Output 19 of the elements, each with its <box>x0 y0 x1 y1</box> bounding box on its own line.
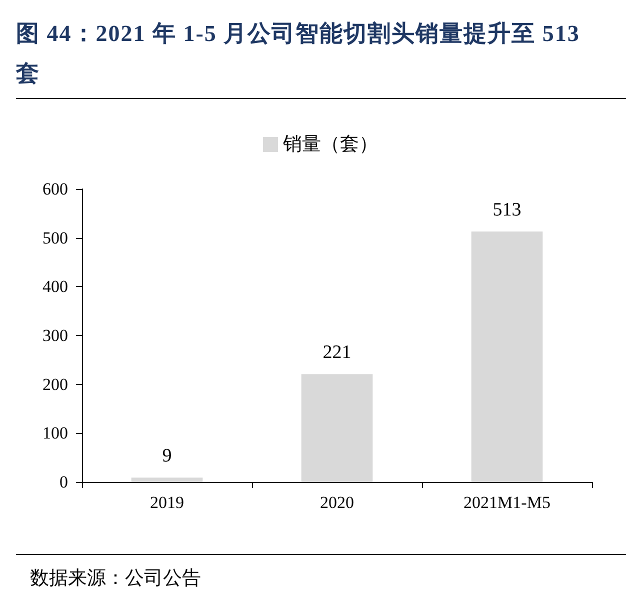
x-tick-label: 2020 <box>320 493 354 512</box>
source-note: 数据来源：公司公告 <box>29 567 202 591</box>
bar <box>301 374 373 482</box>
x-tick-label: 2021M1-M5 <box>464 493 550 512</box>
bar <box>471 231 543 482</box>
data-label: 221 <box>322 342 352 364</box>
chart-title: 图 44：2021 年 1-5 月公司智能切割头销量提升至 513 套 <box>16 20 581 88</box>
y-tick-label: 0 <box>60 472 68 492</box>
data-label: 513 <box>492 199 522 220</box>
legend-label: 销量（套） <box>282 134 378 155</box>
y-tick-label: 200 <box>42 374 68 394</box>
bar <box>131 478 203 482</box>
y-tick-label: 400 <box>42 277 68 296</box>
y-tick-label: 300 <box>42 326 68 345</box>
y-tick-label: 100 <box>42 424 68 443</box>
y-tick-label: 500 <box>42 228 68 248</box>
y-tick-label: 600 <box>42 180 68 198</box>
x-tick-label: 2019 <box>150 493 184 512</box>
data-label: 9 <box>162 446 172 467</box>
